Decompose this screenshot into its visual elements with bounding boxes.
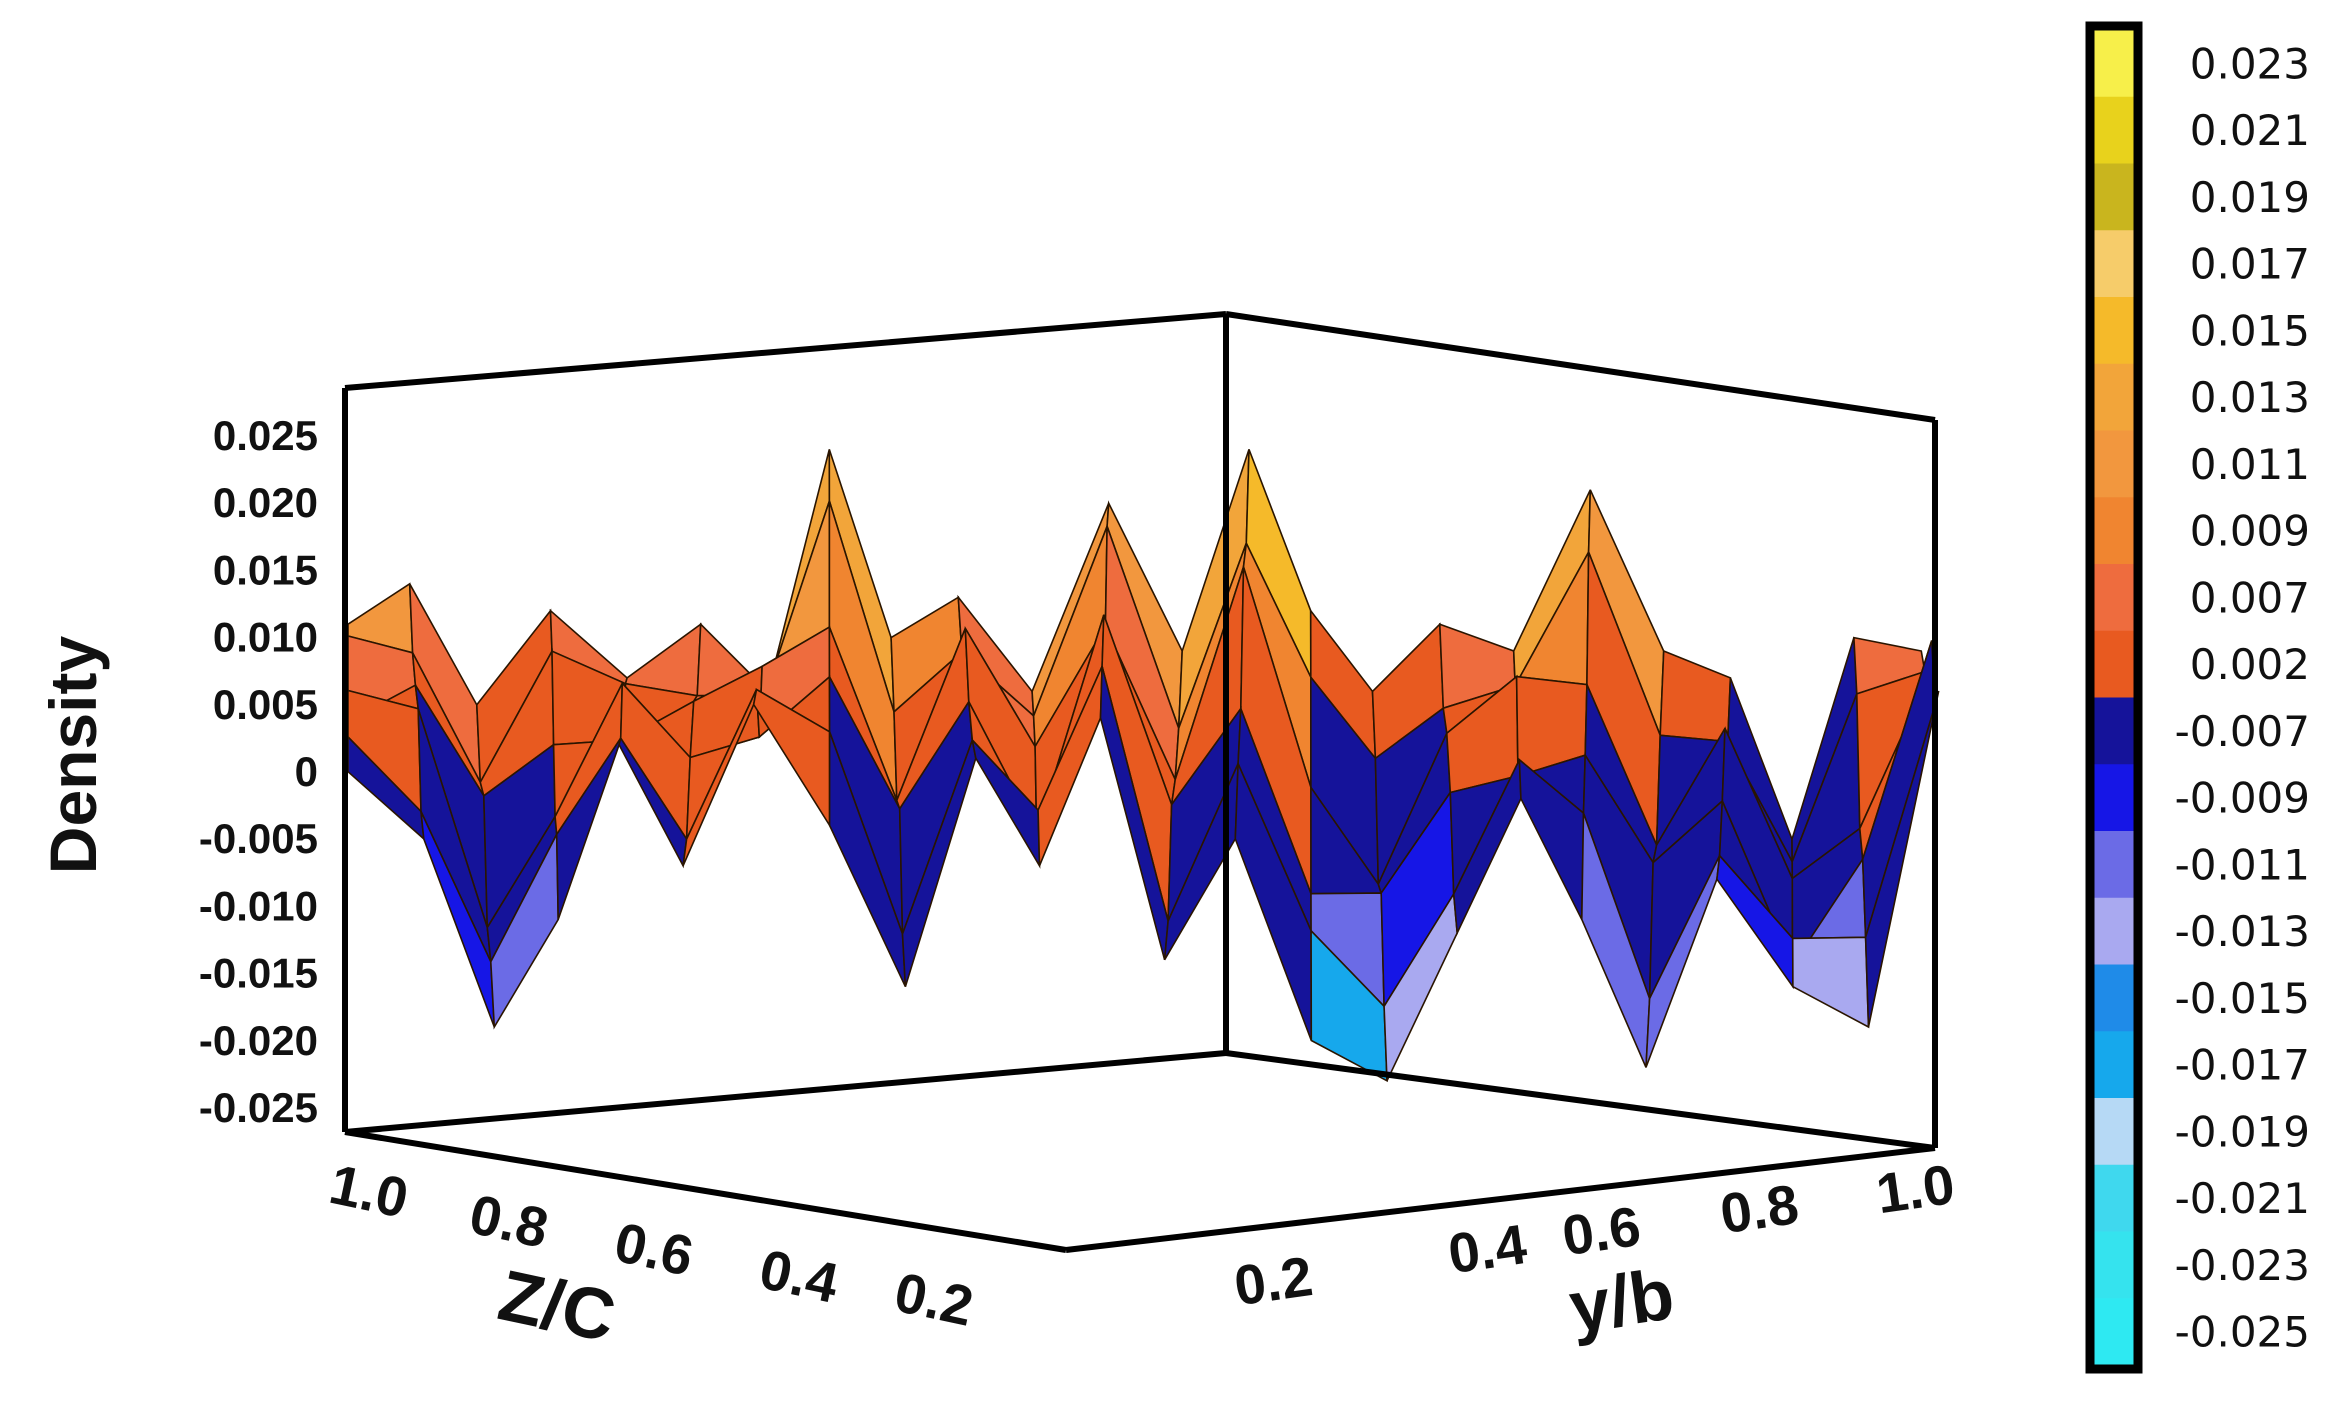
colorbar-swatch [2094, 1164, 2134, 1232]
colorbar-swatch [2094, 564, 2134, 632]
colorbar-label: -0.015 [2175, 974, 2310, 1023]
z-tick-label: 0 [295, 748, 318, 795]
z-tick-label: 0.025 [213, 412, 318, 459]
colorbar-label: -0.025 [2175, 1308, 2310, 1357]
colorbar-frame [2085, 21, 2143, 1374]
colorbar-label: -0.009 [2175, 774, 2310, 823]
z-axis-ticks: 0.025 0.020 0.015 0.010 0.005 0 -0.005 -0.010 -0… [199, 412, 318, 1131]
colorbar-swatch [2094, 697, 2134, 765]
colorbar-label: 0.009 [2190, 507, 2310, 556]
z-axis-title: Density [36, 636, 110, 875]
z-tick-label: 0.005 [213, 681, 318, 728]
colorbar-swatch [2094, 163, 2134, 231]
yb-tick-label: 0.2 [1230, 1244, 1316, 1317]
z-tick-label: 0.020 [213, 479, 318, 526]
colorbar-label: 0.023 [2190, 39, 2310, 88]
colorbar-label: 0.011 [2190, 440, 2310, 489]
colorbar-swatch [2094, 964, 2134, 1032]
colorbar-label: 0.013 [2190, 373, 2310, 422]
colorbar-swatch [2094, 831, 2134, 899]
yb-tick-label: 1.0 [1872, 1152, 1958, 1225]
colorbar-label: -0.011 [2175, 840, 2310, 889]
colorbar-swatch [2094, 630, 2134, 698]
yb-tick-label: 0.6 [1558, 1194, 1644, 1267]
y-axis-title: y/b [1565, 1254, 1679, 1348]
colorbar-label: 0.007 [2190, 573, 2310, 622]
z-tick-label: -0.005 [199, 815, 318, 862]
colorbar: 0.023 0.021 0.019 0.017 0.015 0.013 0.011 0.009… [2085, 21, 2310, 1374]
surface-facet [1791, 936, 1870, 1029]
colorbar-label: 0.021 [2190, 106, 2310, 155]
colorbar-swatch [2094, 230, 2134, 298]
colorbar-swatch [2094, 363, 2134, 431]
colorbar-label: -0.013 [2175, 907, 2310, 956]
colorbar-swatch [2094, 1298, 2134, 1366]
colorbar-swatch [2094, 897, 2134, 965]
colorbar-label: 0.002 [2190, 640, 2310, 689]
colorbar-label: 0.019 [2190, 173, 2310, 222]
plot-box-edge [344, 311, 1227, 391]
colorbar-label: -0.019 [2175, 1107, 2310, 1156]
colorbar-label: -0.017 [2175, 1041, 2310, 1090]
density-surface [347, 449, 1940, 1083]
colorbar-swatch [2094, 430, 2134, 498]
plot-box-edge [344, 1050, 1227, 1135]
colorbar-swatch [2094, 1098, 2134, 1166]
zc-axis-ticks: 1.0 0.8 0.6 0.4 0.2 [324, 1152, 978, 1338]
colorbar-swatch [2094, 1031, 2134, 1099]
plot-box-edge [344, 1129, 1067, 1253]
colorbar-label: 0.017 [2190, 240, 2310, 289]
plot-box-edge [1225, 1050, 1936, 1151]
colorbar-swatch [2094, 1231, 2134, 1299]
colorbar-swatch [2094, 96, 2134, 164]
colorbar-swatch [2094, 764, 2134, 832]
z-tick-label: 0.015 [213, 546, 318, 593]
surface-facet [1659, 649, 1732, 743]
plot-box [342, 311, 1938, 1253]
zc-tick-label: 0.8 [464, 1182, 553, 1260]
yb-tick-label: 0.8 [1716, 1172, 1802, 1245]
z-tick-label: -0.015 [199, 950, 318, 997]
z-tick-label: -0.010 [199, 882, 318, 929]
colorbar-label: -0.007 [2175, 707, 2310, 756]
surface-facet [1864, 690, 1940, 1028]
yb-axis-ticks: 0.2 0.4 0.6 0.8 1.0 [1230, 1152, 1958, 1317]
plot-box-edge [1065, 1145, 1936, 1253]
z-tick-label: -0.025 [199, 1084, 318, 1131]
colorbar-swatch [2094, 497, 2134, 565]
colorbar-swatch [2094, 297, 2134, 365]
colorbar-label: 0.015 [2190, 306, 2310, 355]
zc-tick-label: 0.4 [754, 1237, 843, 1315]
zc-tick-label: 0.2 [889, 1260, 978, 1338]
z-tick-label: -0.020 [199, 1017, 318, 1064]
plot-box-edge [1225, 311, 1936, 423]
z-tick-label: 0.010 [213, 614, 318, 661]
zc-tick-label: 1.0 [324, 1152, 413, 1230]
x-axis-title: Z/C [492, 1255, 622, 1357]
zc-tick-label: 0.6 [609, 1210, 698, 1288]
colorbar-label: -0.021 [2175, 1174, 2310, 1223]
yb-tick-label: 0.4 [1444, 1212, 1530, 1285]
colorbar-swatch [2094, 30, 2134, 98]
colorbar-label: -0.023 [2175, 1241, 2310, 1290]
